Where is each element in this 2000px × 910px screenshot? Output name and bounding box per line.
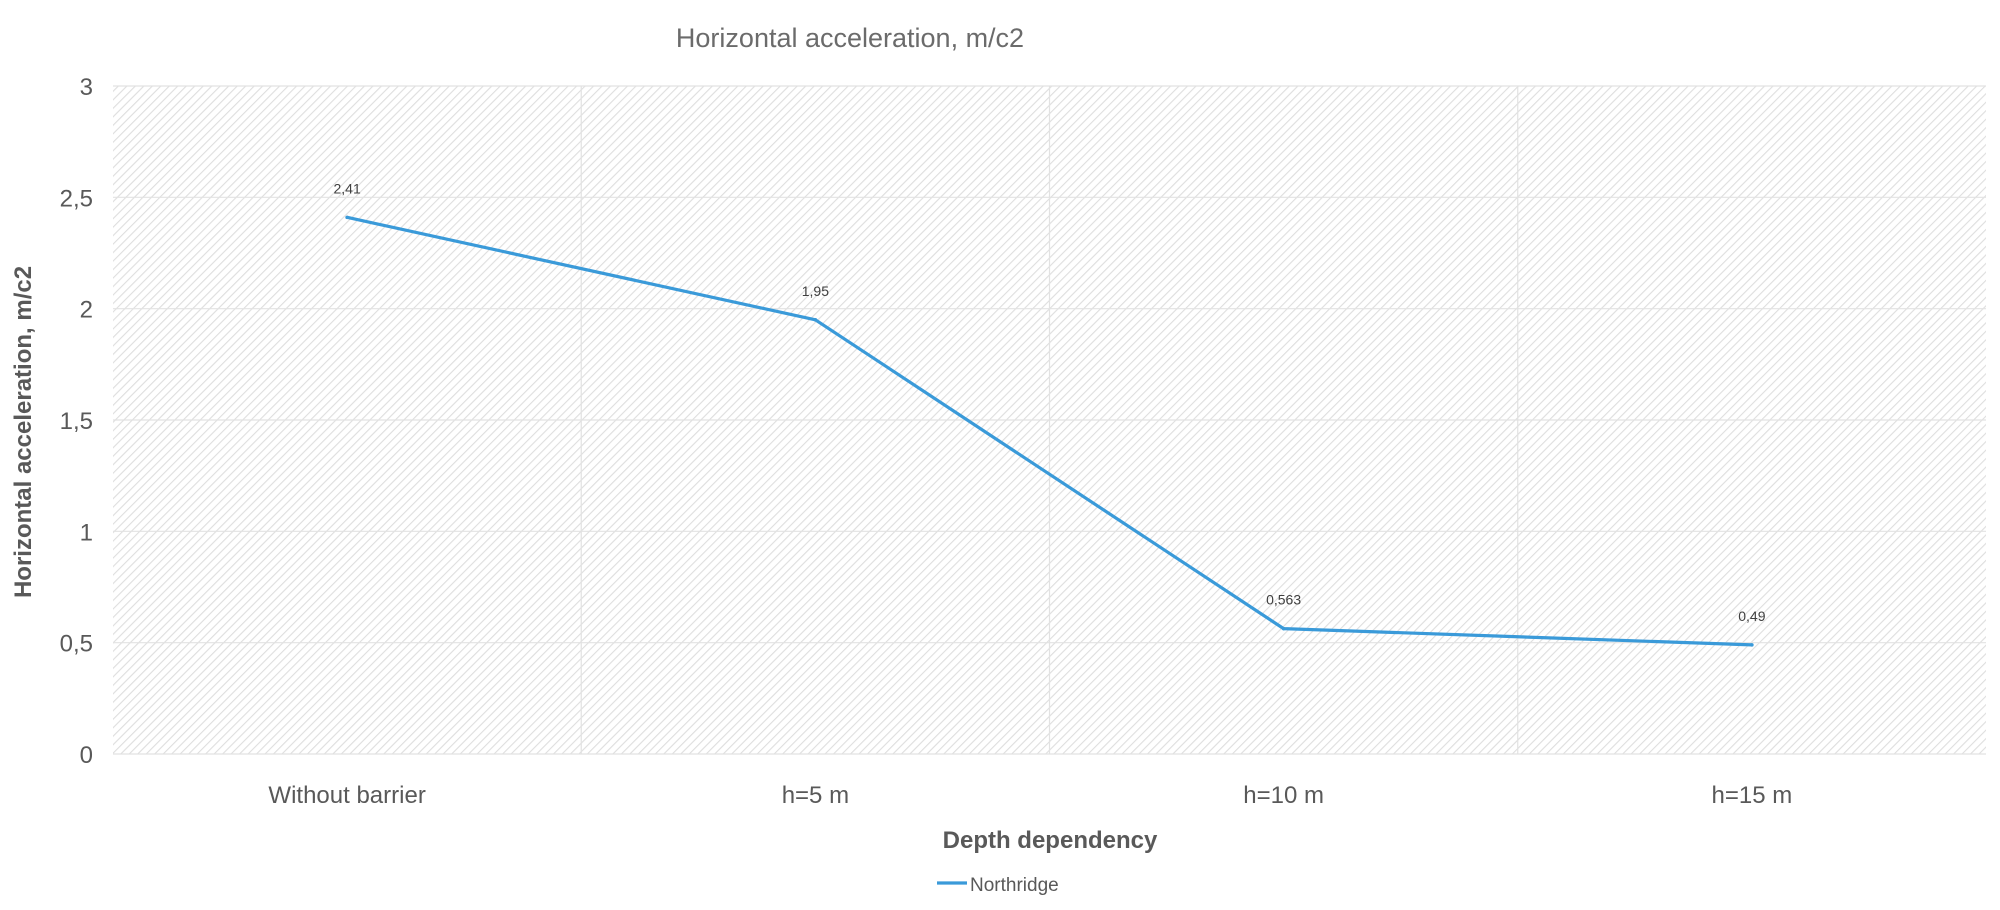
legend-label-northridge: Northridge bbox=[970, 875, 1059, 896]
y-tick-label: 1 bbox=[80, 519, 93, 546]
data-point bbox=[1750, 643, 1754, 647]
y-tick-label: 0,5 bbox=[60, 631, 93, 658]
data-label: 0,563 bbox=[1266, 592, 1301, 608]
y-tick-label: 2 bbox=[80, 297, 93, 324]
y-tick-label: 2,5 bbox=[60, 185, 93, 212]
data-labels: 2,41 1,95 0,563 0,49 bbox=[334, 180, 1766, 624]
data-point bbox=[345, 215, 349, 220]
y-tick-label: 1,5 bbox=[60, 408, 93, 435]
data-label: 1,95 bbox=[802, 283, 829, 299]
gridlines bbox=[113, 85, 1986, 755]
y-tick-label: 3 bbox=[80, 74, 93, 101]
x-tick-label: h=15 m bbox=[1712, 782, 1793, 809]
series-line-northridge bbox=[346, 215, 1752, 647]
data-point bbox=[1281, 626, 1286, 631]
x-axis-title: Depth dependency bbox=[943, 827, 1158, 854]
y-axis-title: Horizontal acceleration, m/c2 bbox=[10, 266, 37, 598]
data-label: 2,41 bbox=[334, 180, 361, 196]
chart-title: Horizontal acceleration, m/c2 bbox=[676, 23, 1024, 53]
x-tick-label: h=5 m bbox=[782, 782, 849, 809]
x-tick-label: h=10 m bbox=[1243, 782, 1324, 809]
x-tick-label: Without barrier bbox=[268, 782, 425, 809]
y-tick-label: 0 bbox=[80, 742, 93, 769]
x-axis-ticks: Without barrier h=5 m h=10 m h=15 m bbox=[268, 782, 1792, 809]
data-point bbox=[813, 318, 818, 322]
y-axis-ticks: 0 0,5 1 1,5 2 2,5 3 bbox=[60, 74, 93, 769]
data-label: 0,49 bbox=[1738, 608, 1765, 624]
legend: Northridge bbox=[937, 875, 1059, 896]
series-points bbox=[345, 215, 1754, 647]
